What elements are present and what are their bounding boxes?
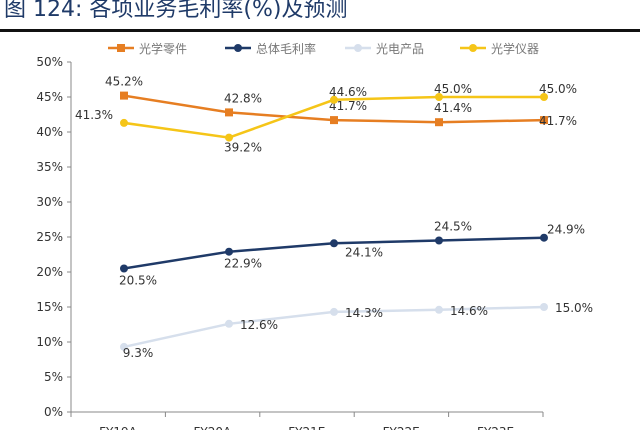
data-label: 9.3% [123,346,154,360]
legend-marker [117,44,125,52]
data-label: 24.9% [547,223,585,237]
data-label: 15.0% [555,301,593,315]
data-label: 20.5% [119,274,157,288]
data-label: 12.6% [240,318,278,332]
y-tick-label: 30% [36,195,63,209]
legend-marker [469,44,477,52]
data-point [435,118,443,127]
data-label: 45.2% [105,75,143,89]
y-tick-label: 50% [36,55,63,69]
data-point [435,305,443,314]
x-tick-label: FY23E [477,425,514,430]
data-point [540,93,548,101]
data-point [120,91,128,100]
chart-title: 图 124: 各项业务毛利率(%)及预测 [4,0,348,22]
data-label: 45.0% [539,82,577,96]
data-label: 42.8% [224,91,262,105]
title-divider [0,29,640,32]
data-label: 41.7% [329,99,367,113]
data-point [120,342,128,351]
data-point [120,264,128,273]
y-tick-label: 35% [36,160,63,174]
y-tick-label: 0% [44,405,63,419]
data-point [225,108,233,117]
y-tick-label: 10% [36,335,63,349]
y-tick-label: 25% [36,230,63,244]
data-point [330,116,338,125]
data-point [330,307,338,316]
data-label: 44.6% [329,85,367,99]
data-label: 14.3% [345,306,383,320]
data-label: 24.5% [434,220,472,234]
data-label: 22.9% [224,257,262,271]
data-point [330,95,338,104]
y-tick-label: 15% [36,300,63,314]
data-label: 41.3% [75,108,113,122]
x-tick-label: FY21E [288,425,325,430]
data-point [225,319,233,328]
y-tick-label: 5% [44,370,63,384]
data-point [540,116,548,125]
data-label: 14.6% [450,304,488,318]
data-label: 39.2% [224,141,262,155]
y-tick-label: 20% [36,265,63,279]
legend-marker [234,44,242,52]
data-point [540,233,548,242]
data-point [435,236,443,245]
data-label: 45.0% [434,82,472,96]
legend-marker [354,44,362,52]
data-label: 24.1% [345,245,383,259]
legend-label: 光学仪器 [491,41,539,56]
data-point [225,247,233,256]
y-tick-label: 45% [36,90,63,104]
data-point [435,93,443,101]
data-point [540,303,548,311]
data-label: 41.4% [434,101,472,115]
x-tick-label: FY22E [383,425,420,430]
data-point [120,118,128,127]
y-tick-label: 40% [36,125,63,139]
data-point [225,133,233,142]
x-tick-label: FY20A [194,425,233,430]
legend-label: 总体毛利率 [256,41,316,56]
data-point [330,239,338,248]
x-tick-label: FY19A [99,425,138,430]
legend-label: 光电产品 [376,42,424,56]
legend-label: 光学零件 [139,41,187,56]
data-label: 41.7% [539,114,577,128]
